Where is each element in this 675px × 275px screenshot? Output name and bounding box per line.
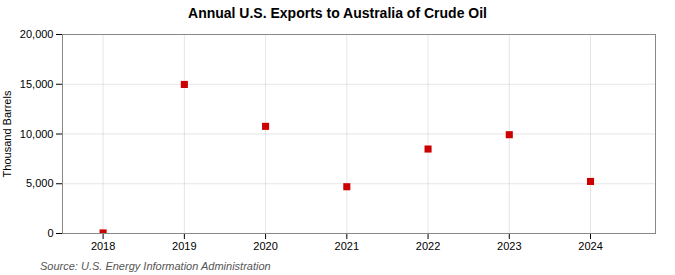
svg-text:0: 0	[47, 227, 53, 239]
svg-text:2024: 2024	[578, 240, 602, 252]
svg-text:5,000: 5,000	[26, 177, 54, 189]
svg-text:2022: 2022	[416, 240, 440, 252]
svg-text:Thousand Barrels: Thousand Barrels	[1, 90, 13, 177]
svg-text:2021: 2021	[335, 240, 359, 252]
svg-text:2018: 2018	[91, 240, 115, 252]
svg-text:20,000: 20,000	[20, 28, 54, 40]
svg-text:10,000: 10,000	[20, 128, 54, 140]
svg-text:15,000: 15,000	[20, 78, 54, 90]
svg-text:2019: 2019	[172, 240, 196, 252]
svg-text:2020: 2020	[253, 240, 277, 252]
html-text:Annual U.S. Exports to Austral: Annual U.S. Exports to Australia of Crud…	[188, 5, 487, 21]
svg-text:2023: 2023	[497, 240, 521, 252]
html-text:Source: U.S. Energy Informatio: Source: U.S. Energy Information Administ…	[40, 260, 271, 272]
